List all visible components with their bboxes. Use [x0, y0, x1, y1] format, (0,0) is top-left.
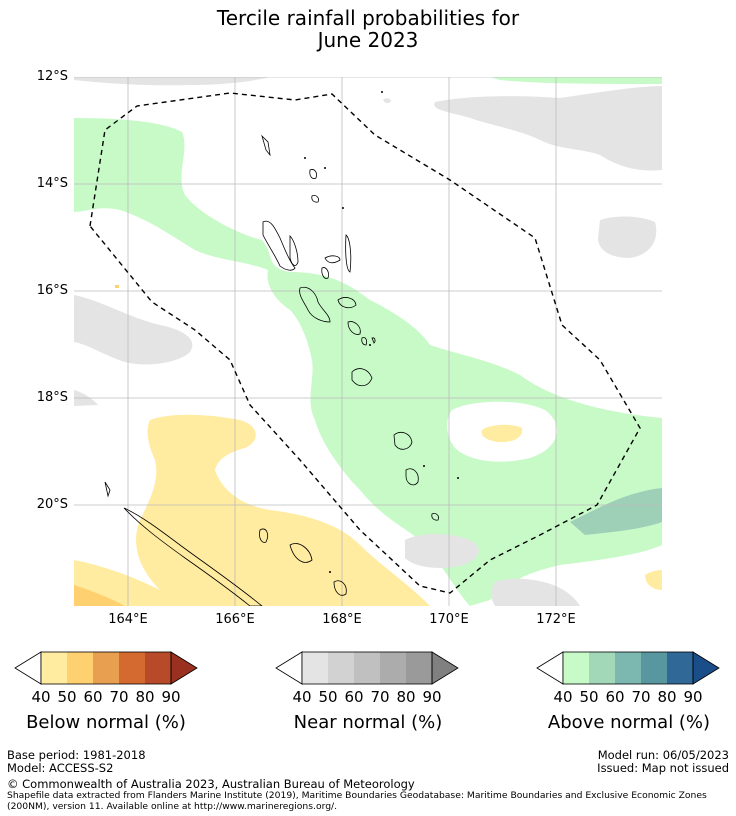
colorbar-tick-label: 50	[57, 688, 77, 706]
near-normal-region-nw	[74, 77, 270, 86]
y-tick-label: 16°S	[36, 283, 68, 298]
colorbar-tick-label: 90	[683, 688, 703, 706]
x-tick-label: 172°E	[536, 612, 576, 627]
base-period: Base period: 1981-2018	[7, 748, 146, 762]
colorbar-tick-label: 40	[292, 688, 312, 706]
colorbar-tick-label: 70	[631, 688, 651, 706]
gridlines	[74, 77, 662, 606]
island-outlines	[104, 134, 439, 606]
near-normal-region-se	[491, 578, 580, 606]
copyright: © Commonwealth of Australia 2023, Austra…	[7, 777, 415, 791]
below-normal-blob-se	[645, 570, 662, 590]
colorbar-tick-label: 60	[83, 688, 103, 706]
near-normal-dot	[383, 98, 391, 104]
colorbar-tick-label: 80	[396, 688, 416, 706]
above-normal-mid-region	[570, 488, 662, 535]
above-normal-region	[74, 118, 662, 606]
colorbar-tick-label: 40	[553, 688, 573, 706]
y-tick-label: 14°S	[36, 176, 68, 191]
island-dots	[304, 91, 459, 573]
below-normal-region	[74, 414, 430, 606]
y-tick-label: 20°S	[36, 497, 68, 512]
map-title: Tercile rainfall probabilities for June …	[0, 7, 736, 51]
above-normal-top	[490, 77, 662, 84]
near-normal-region-e	[598, 216, 657, 258]
colorbar-tick-label: 60	[605, 688, 625, 706]
x-tick-label: 170°E	[429, 612, 469, 627]
colorbar-tick-label: 80	[657, 688, 677, 706]
x-tick-label: 164°E	[108, 612, 148, 627]
x-tick-label: 168°E	[322, 612, 362, 627]
colorbar-below-label: Below normal (%)	[26, 712, 186, 733]
y-tick-label: 12°S	[36, 69, 68, 84]
model-name: Model: ACCESS-S2	[7, 761, 114, 775]
colorbar-tick-label: 60	[344, 688, 364, 706]
colorbar-tick-label: 50	[579, 688, 599, 706]
eez-boundary	[89, 92, 641, 594]
near-normal-region-s	[405, 534, 479, 568]
data-source-line1: Shapefile data extracted from Flanders M…	[7, 790, 707, 801]
map-title-line1: Tercile rainfall probabilities for	[216, 6, 520, 30]
near-normal-region-ne	[434, 86, 662, 171]
colorbar-tick-label: 90	[161, 688, 181, 706]
map-title-line2: June 2023	[317, 28, 419, 52]
x-tick-label: 166°E	[215, 612, 255, 627]
model-run: Model run: 06/05/2023	[597, 748, 729, 762]
colorbar-tick-label: 90	[422, 688, 442, 706]
colorbar-tick-label: 50	[318, 688, 338, 706]
issued-status: Issued: Map not issued	[597, 761, 729, 775]
colorbar-tick-label: 70	[109, 688, 129, 706]
colorbar-near-label: Near normal (%)	[293, 712, 443, 733]
colorbar-tick-label: 40	[31, 688, 51, 706]
near-normal-region-w	[74, 295, 193, 365]
colorbar-above-label: Above normal (%)	[547, 712, 711, 733]
below-normal-mid-region	[74, 585, 125, 606]
below-normal-tiny	[115, 285, 119, 288]
y-tick-label: 18°S	[36, 390, 68, 405]
below-normal-blob-east	[481, 424, 523, 443]
colorbar-tick-label: 70	[370, 688, 390, 706]
data-source-line2: (200NM), version 11. Available online at…	[7, 801, 338, 812]
colorbar-tick-label: 80	[135, 688, 155, 706]
